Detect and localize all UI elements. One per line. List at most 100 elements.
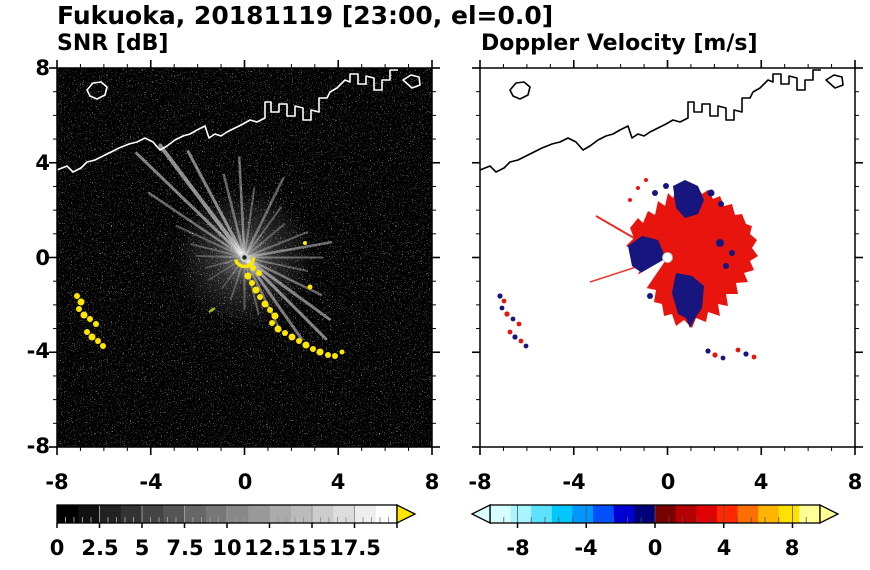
distant-echo: [499, 305, 505, 311]
doppler-cbar-segment: [655, 505, 677, 523]
snr-cbar-segment: [269, 505, 292, 523]
y-tick-label: 8: [35, 56, 50, 80]
navy-speck: [663, 183, 669, 189]
snr-cbar-segment: [227, 505, 249, 523]
distant-echo: [518, 338, 524, 344]
doppler-x-tick-label: 0: [660, 470, 676, 494]
distant-echo: [504, 311, 510, 317]
snr-cbar-over-arrow: [396, 503, 417, 525]
snr-cbar-segment: [333, 505, 356, 523]
snr-cbar-label: 7.5: [166, 536, 204, 560]
yellow-echo: [74, 293, 80, 299]
navy-speck: [707, 189, 715, 197]
doppler-cbar-under-arrow: [470, 503, 491, 525]
yellow-echo: [310, 346, 316, 352]
doppler-cbar-segment: [613, 505, 635, 523]
y-tick-label: -8: [26, 434, 50, 458]
yellow-echo: [244, 272, 252, 280]
snr-cbar-label: 2.5: [81, 536, 119, 560]
snr-x-tick-label: -4: [139, 470, 163, 494]
doppler-cbar-frame: [489, 504, 821, 524]
doppler-cbar-segment: [510, 505, 532, 523]
yellow-echo: [271, 312, 279, 320]
yellow-echo: [252, 286, 260, 294]
figure-title: Fukuoka, 20181119 [23:00, el=0.0]: [57, 1, 554, 30]
snr-cbar-label: 15: [297, 536, 327, 560]
doppler-plot: [479, 68, 855, 447]
yellow-echo: [80, 311, 88, 319]
doppler-panel-title: Doppler Velocity [m/s]: [481, 31, 758, 56]
distant-echo: [516, 321, 522, 327]
snr-cbar-segment: [290, 505, 313, 523]
distant-echo: [712, 352, 718, 358]
doppler-cbar-segment: [572, 505, 594, 523]
doppler-cbar-segment: [531, 505, 553, 523]
doppler-x-tick-label: -4: [562, 470, 586, 494]
yellow-echo: [88, 333, 96, 341]
doppler-cbar-segment: [551, 505, 574, 523]
snr-cbar-frame: [56, 504, 398, 524]
snr-cbar-label: 10: [212, 536, 242, 560]
yellow-echo: [77, 298, 85, 306]
distant-echo: [743, 351, 749, 357]
yellow-echo: [257, 294, 263, 300]
doppler-x-tick-label: 4: [753, 470, 769, 494]
distant-echo: [510, 316, 516, 322]
y-tick-label: 0: [35, 246, 50, 270]
red-speck: [644, 178, 648, 182]
snr-cbar-segment: [163, 505, 186, 523]
yellow-echo: [256, 270, 262, 276]
yellow-echo: [76, 306, 82, 312]
navy-speck: [729, 250, 735, 256]
doppler-cbar-segment: [675, 505, 697, 523]
distant-echo: [751, 354, 757, 360]
yellow-echo: [325, 352, 331, 358]
distant-echo: [512, 334, 518, 340]
snr-plot: [56, 68, 432, 447]
snr-plot-canvas: [56, 68, 432, 447]
snr-cbar-segment: [184, 505, 207, 523]
yellow-echo: [339, 349, 345, 355]
red-speck: [628, 198, 632, 202]
snr-cbar-segment: [57, 505, 79, 523]
navy-speck: [652, 190, 658, 196]
snr-cbar-label: 12.5: [244, 536, 296, 560]
snr-cbar-label: 0: [49, 536, 65, 560]
navy-speck: [716, 239, 724, 247]
yellow-echo: [296, 338, 302, 344]
distant-echo: [497, 293, 503, 299]
snr-x-tick-label: 4: [330, 470, 346, 494]
yellow-echo: [282, 330, 288, 336]
yellow-echo: [269, 320, 275, 326]
snr-cbar-segment: [354, 505, 377, 523]
yellow-echo: [100, 343, 106, 349]
yellow-echo: [316, 348, 324, 356]
red-speck: [636, 186, 640, 190]
yellow-echo: [261, 300, 269, 308]
doppler-cbar-label: -4: [574, 536, 598, 560]
distant-echo: [720, 355, 726, 361]
navy-speck: [718, 201, 724, 207]
yellow-echo: [288, 333, 296, 341]
snr-cbar-segment: [312, 505, 334, 523]
doppler-cbar-segment: [593, 505, 615, 523]
navy-speck: [723, 263, 729, 269]
snr-x-tick-label: -8: [45, 470, 69, 494]
snr-panel-title: SNR [dB]: [57, 31, 169, 56]
yellow-echo: [303, 241, 307, 245]
snr-cbar-segment: [375, 505, 398, 523]
yellow-echo: [87, 316, 93, 322]
doppler-cbar-segment: [634, 505, 656, 523]
distant-echo: [523, 343, 529, 349]
yellow-echo: [307, 284, 313, 290]
snr-cbar-segment: [142, 505, 164, 523]
distant-echo: [705, 348, 711, 354]
doppler-cbar-segment: [758, 505, 780, 523]
snr-cbar-label: 17.5: [329, 536, 381, 560]
doppler-x-tick-label: 8: [847, 470, 863, 494]
y-tick-label: 4: [35, 151, 50, 175]
yellow-echo: [267, 307, 273, 313]
snr-cbar-segment: [99, 505, 122, 523]
yellow-echo: [95, 338, 101, 344]
